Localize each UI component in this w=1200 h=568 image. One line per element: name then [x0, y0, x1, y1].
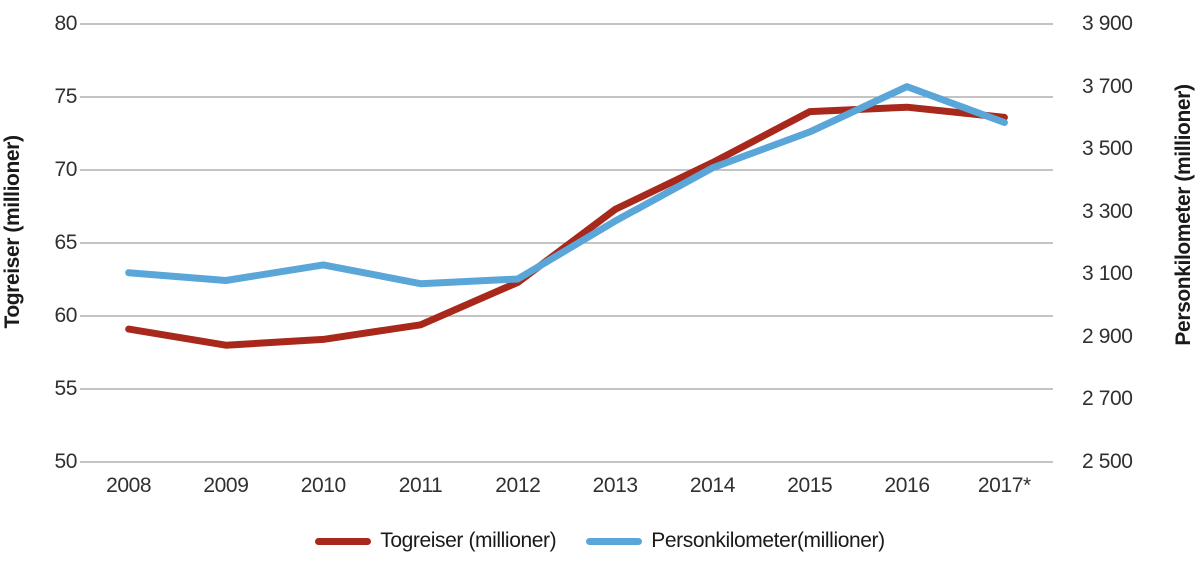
y-axis-right-tick: 2 500 — [1082, 450, 1133, 473]
y-axis-right-tick: 3 300 — [1082, 199, 1133, 223]
y-axis-left-tick: 75 — [54, 85, 77, 108]
x-axis-tick: 2010 — [300, 474, 347, 497]
y-axis-right-tick: 2 900 — [1082, 324, 1133, 348]
series-line-togreiser — [125, 103, 1008, 349]
y-axis-left-tick: 65 — [54, 231, 77, 254]
legend-swatch-personkilometer — [586, 537, 643, 545]
y-axis-left-tick: 55 — [54, 377, 77, 400]
legend: Togreiser (millioner) Personkilometer(mi… — [0, 528, 1200, 554]
x-axis-tick: 2008 — [106, 474, 152, 497]
legend-item-personkilometer: Personkilometer(millioner) — [586, 528, 885, 554]
y-axis-left-tick: 60 — [54, 304, 77, 327]
legend-item-togreiser: Togreiser (millioner) — [315, 528, 557, 554]
x-axis-tick: 2011 — [398, 474, 443, 497]
y-axis-right-tick: 3 900 — [1082, 12, 1133, 35]
x-axis-tick: 2016 — [884, 474, 930, 497]
y-axis-right-tick: 3 100 — [1082, 262, 1133, 286]
x-axis-tick: 2009 — [203, 474, 249, 497]
y-axis-left-tick: 70 — [54, 158, 77, 181]
series-line-personkilometer — [125, 83, 1008, 288]
right-axis-title: Personkilometer (millioner) — [1172, 84, 1195, 346]
x-axis-tick: 2015 — [787, 474, 833, 497]
x-axis-tick: 2014 — [689, 474, 736, 497]
x-axis-tick: 2012 — [495, 474, 541, 497]
legend-label-togreiser: Togreiser (millioner) — [380, 529, 557, 552]
y-axis-right-tick: 3 500 — [1082, 137, 1133, 161]
legend-swatch-togreiser — [315, 537, 372, 545]
y-axis-left-tick: 80 — [54, 12, 77, 35]
y-axis-left-tick: 50 — [54, 450, 77, 473]
x-axis-tick: 2017* — [977, 474, 1031, 497]
x-axis-tick: 2013 — [592, 474, 639, 497]
legend-label-personkilometer: Personkilometer(millioner) — [651, 529, 885, 552]
y-axis-right-tick: 3 700 — [1082, 74, 1133, 98]
y-axis-right-tick: 2 700 — [1082, 387, 1133, 411]
